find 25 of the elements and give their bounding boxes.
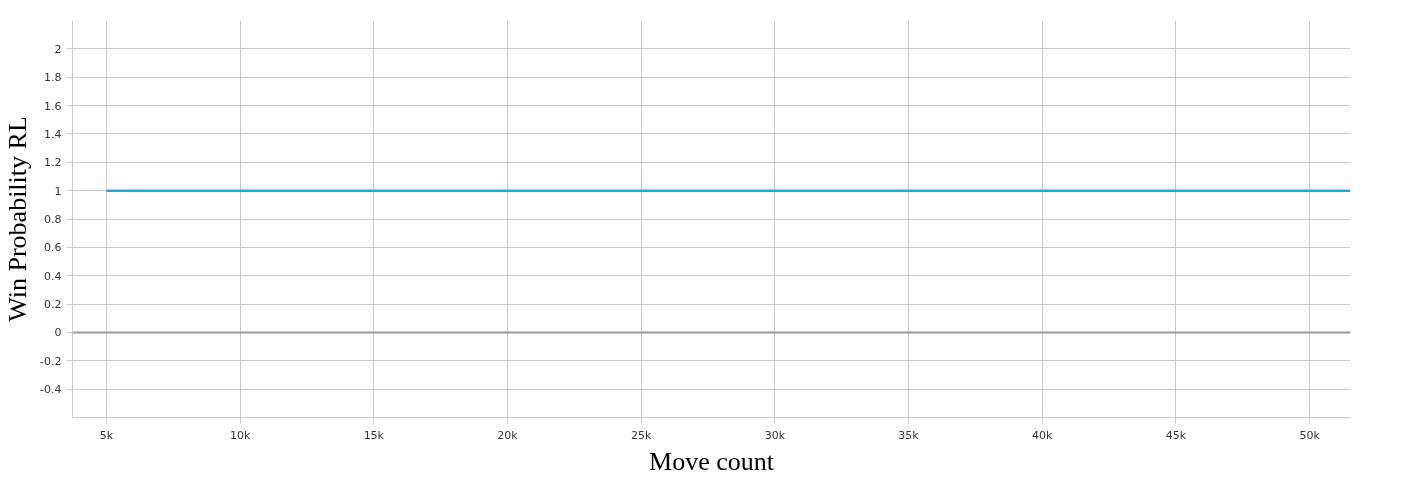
y-tick-label: -0.2 (40, 354, 62, 368)
y-tick-label: 0 (54, 326, 62, 340)
y-tick-label: 0.2 (44, 298, 62, 312)
y-tick-label: 2 (54, 42, 62, 56)
y-tick-label: 1.4 (44, 127, 62, 141)
x-tick-label: 40k (1032, 428, 1054, 442)
y-axis-title: Win Probability RL (3, 116, 33, 322)
y-tick-label: 1.6 (44, 99, 62, 113)
x-tick-label: 20k (497, 428, 519, 442)
x-tick-label: 35k (898, 428, 920, 442)
y-tick-label: 0.4 (44, 269, 62, 283)
x-axis-title: Move count (649, 446, 775, 476)
y-tick-label: 1 (54, 184, 62, 198)
y-tick-label: 1.8 (44, 71, 62, 85)
y-tick-label: 1.2 (44, 156, 62, 170)
x-tick-label: 15k (363, 428, 385, 442)
x-tick-label: 5k (99, 428, 114, 442)
x-tick-label: 25k (631, 428, 652, 442)
x-tick-label: 30k (764, 428, 786, 442)
y-tick-label: 0.6 (44, 241, 62, 255)
y-tick-label: 0.8 (44, 213, 62, 226)
x-tick-label: 45k (1165, 428, 1187, 442)
x-tick-label: 10k (229, 428, 251, 442)
x-tick-label: 50k (1299, 428, 1321, 442)
y-tick-label: -0.4 (40, 383, 62, 397)
